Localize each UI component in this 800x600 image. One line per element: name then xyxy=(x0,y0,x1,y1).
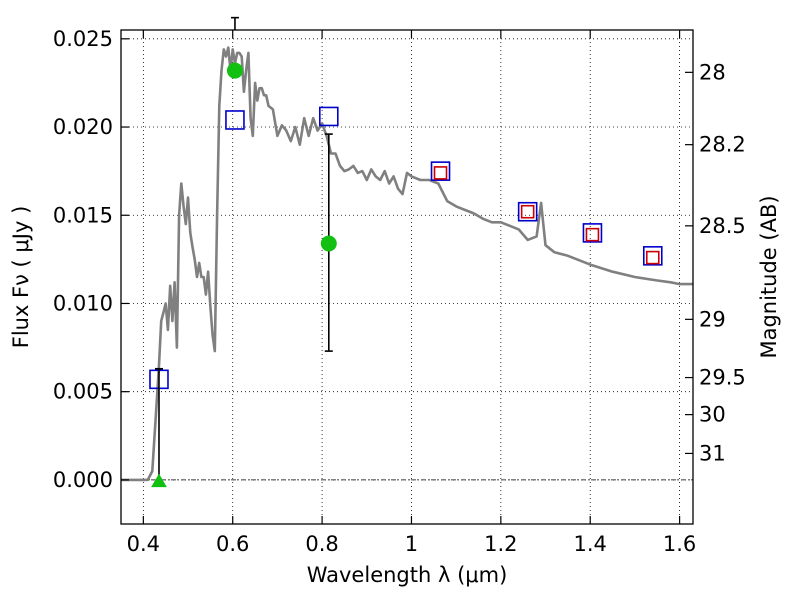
plot-clip-group xyxy=(121,46,693,482)
y-tick-label: 0.015 xyxy=(53,203,113,227)
y-tick-label: 0.010 xyxy=(53,291,113,315)
model-square-marker xyxy=(585,227,600,242)
right-tick-label: 31 xyxy=(699,441,726,465)
x-tick-label: 1 xyxy=(405,532,418,556)
photometry-square-marker xyxy=(225,110,245,130)
y-tick-label: 0.000 xyxy=(53,468,113,492)
model-square-marker xyxy=(645,250,660,265)
x-tick-label: 0.4 xyxy=(127,532,160,556)
x-tick-label: 1.4 xyxy=(574,532,607,556)
x-tick-label: 1.6 xyxy=(663,532,696,556)
plot-area xyxy=(121,16,693,488)
plot-frame xyxy=(120,29,694,525)
right-axis-label: Magnitude (AB) xyxy=(757,195,781,358)
photometry-square-marker xyxy=(430,161,451,181)
upper-limit-triangle xyxy=(151,473,167,488)
measurement-point xyxy=(320,235,337,252)
y-axis-label: Flux Fν ( μJy ) xyxy=(9,206,33,349)
right-tick-label: 28.2 xyxy=(699,133,746,157)
y-tick-label: 0.025 xyxy=(53,27,113,51)
x-tick-label: 0.6 xyxy=(216,532,249,556)
x-tick-label: 1.2 xyxy=(484,532,517,556)
right-tick-label: 28 xyxy=(699,60,726,84)
axis-ticks: 0.4 0.6 0.8 1 1.2 1.4 1.6 0.000 0.005 0.010 0.015 0… xyxy=(53,27,746,556)
y-tick-label: 0.005 xyxy=(53,380,113,404)
right-tick-label: 30 xyxy=(699,403,726,427)
x-axis-label: Wavelength λ (μm) xyxy=(307,563,508,587)
model-square-marker xyxy=(520,204,535,219)
photometry-square-marker xyxy=(517,201,538,222)
model-square-marker xyxy=(433,166,448,180)
x-tick-label: 0.8 xyxy=(305,532,338,556)
photometry-square-marker xyxy=(642,246,663,266)
photometry-square-marker xyxy=(582,223,603,243)
grid xyxy=(121,30,693,524)
right-tick-label: 29 xyxy=(699,307,726,331)
y-tick-label: 0.020 xyxy=(53,115,113,139)
right-tick-label: 29.5 xyxy=(699,366,746,390)
right-tick-label: 28.5 xyxy=(699,214,746,238)
spectrum-line xyxy=(121,46,693,482)
photometry-square-marker xyxy=(318,106,339,127)
measurement-point xyxy=(226,62,243,79)
